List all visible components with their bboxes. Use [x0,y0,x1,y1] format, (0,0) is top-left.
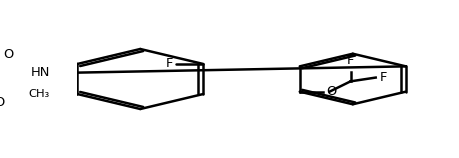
Text: O: O [3,48,13,61]
Text: F: F [346,54,353,67]
Text: HN: HN [31,66,50,79]
Text: CH₃: CH₃ [28,89,49,99]
Text: F: F [379,71,386,84]
Text: O: O [325,85,335,98]
Text: F: F [165,58,172,70]
Text: O: O [0,96,5,109]
